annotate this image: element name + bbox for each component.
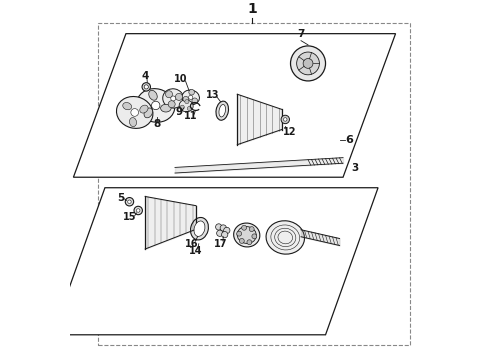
Ellipse shape bbox=[219, 104, 225, 117]
Ellipse shape bbox=[194, 221, 205, 237]
Circle shape bbox=[221, 231, 228, 238]
Circle shape bbox=[134, 206, 143, 215]
Text: 6: 6 bbox=[345, 135, 353, 145]
Circle shape bbox=[220, 225, 226, 231]
Circle shape bbox=[185, 100, 189, 104]
Ellipse shape bbox=[149, 90, 157, 100]
Ellipse shape bbox=[191, 217, 208, 240]
Ellipse shape bbox=[266, 221, 304, 254]
Circle shape bbox=[281, 115, 290, 123]
Circle shape bbox=[144, 85, 148, 89]
Ellipse shape bbox=[140, 105, 148, 113]
Ellipse shape bbox=[129, 118, 137, 127]
Text: 11: 11 bbox=[184, 111, 197, 121]
Circle shape bbox=[237, 231, 242, 236]
Ellipse shape bbox=[144, 108, 152, 118]
Ellipse shape bbox=[216, 101, 228, 120]
Ellipse shape bbox=[179, 100, 193, 112]
Text: 13: 13 bbox=[206, 90, 220, 100]
Circle shape bbox=[136, 209, 140, 212]
Text: 5: 5 bbox=[117, 193, 124, 203]
Circle shape bbox=[284, 118, 287, 121]
Text: 17: 17 bbox=[214, 239, 227, 249]
Circle shape bbox=[151, 101, 160, 110]
Text: 1: 1 bbox=[247, 2, 257, 16]
Polygon shape bbox=[52, 188, 378, 335]
Circle shape bbox=[142, 83, 150, 91]
Bar bbox=[98, 23, 410, 345]
Circle shape bbox=[296, 52, 319, 75]
Ellipse shape bbox=[163, 89, 184, 108]
Text: 16: 16 bbox=[185, 239, 198, 249]
Text: 7: 7 bbox=[297, 29, 305, 39]
Polygon shape bbox=[74, 34, 395, 177]
Circle shape bbox=[249, 227, 254, 231]
Circle shape bbox=[131, 109, 139, 116]
Ellipse shape bbox=[117, 96, 153, 129]
Circle shape bbox=[303, 59, 313, 68]
Circle shape bbox=[128, 200, 131, 203]
Circle shape bbox=[183, 96, 189, 102]
Circle shape bbox=[168, 101, 175, 108]
Text: 8: 8 bbox=[153, 119, 160, 129]
Circle shape bbox=[171, 96, 176, 101]
Ellipse shape bbox=[182, 90, 199, 105]
Circle shape bbox=[247, 240, 252, 245]
Circle shape bbox=[242, 225, 246, 230]
Ellipse shape bbox=[123, 103, 132, 110]
Ellipse shape bbox=[234, 223, 260, 247]
Circle shape bbox=[192, 98, 197, 104]
Circle shape bbox=[239, 238, 244, 243]
Circle shape bbox=[189, 89, 195, 95]
Circle shape bbox=[216, 224, 222, 230]
Text: 14: 14 bbox=[189, 247, 202, 256]
Circle shape bbox=[175, 93, 182, 100]
Ellipse shape bbox=[161, 104, 171, 112]
Text: 10: 10 bbox=[173, 74, 187, 84]
Circle shape bbox=[180, 105, 184, 109]
Circle shape bbox=[217, 230, 223, 237]
Circle shape bbox=[223, 227, 230, 234]
Text: 9: 9 bbox=[175, 107, 183, 117]
Text: 4: 4 bbox=[142, 71, 149, 81]
Circle shape bbox=[125, 198, 134, 206]
Text: 3: 3 bbox=[352, 163, 359, 174]
Circle shape bbox=[187, 107, 192, 111]
Circle shape bbox=[189, 95, 193, 99]
Circle shape bbox=[252, 234, 257, 239]
Circle shape bbox=[166, 91, 172, 98]
Text: 15: 15 bbox=[123, 212, 137, 222]
Circle shape bbox=[291, 46, 325, 81]
Ellipse shape bbox=[137, 89, 175, 122]
Ellipse shape bbox=[237, 226, 256, 243]
Text: 12: 12 bbox=[283, 127, 296, 138]
